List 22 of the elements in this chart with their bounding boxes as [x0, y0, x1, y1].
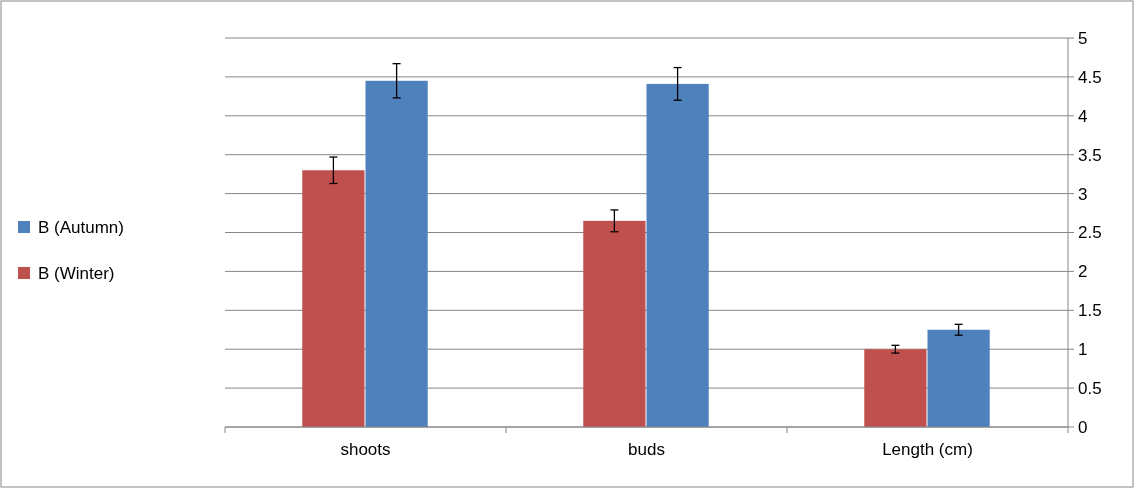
bar: [864, 349, 927, 427]
y-tick-label: 1: [1078, 340, 1088, 360]
y-tick-label: 2: [1078, 262, 1088, 282]
x-tick-label: buds: [628, 440, 665, 459]
bar: [927, 329, 990, 427]
x-tick-label: shoots: [340, 440, 391, 459]
y-tick-label: 3.5: [1078, 145, 1102, 165]
y-tick-label: 1.5: [1078, 301, 1102, 321]
legend-label: B (Winter): [38, 263, 115, 283]
bar: [365, 80, 428, 427]
bar: [646, 83, 709, 427]
y-tick-label: 5: [1078, 28, 1088, 48]
y-tick-label: 3: [1078, 184, 1088, 204]
y-tick-label: 0: [1078, 417, 1088, 437]
y-tick-label: 0.5: [1078, 379, 1102, 399]
y-tick-label: 2.5: [1078, 223, 1102, 243]
bar: [583, 220, 646, 427]
legend-label: B (Autumn): [38, 217, 124, 237]
bar: [302, 170, 365, 427]
y-tick-label: 4.5: [1078, 67, 1102, 87]
x-tick-label: Length (cm): [882, 440, 973, 459]
y-tick-label: 4: [1078, 106, 1088, 126]
